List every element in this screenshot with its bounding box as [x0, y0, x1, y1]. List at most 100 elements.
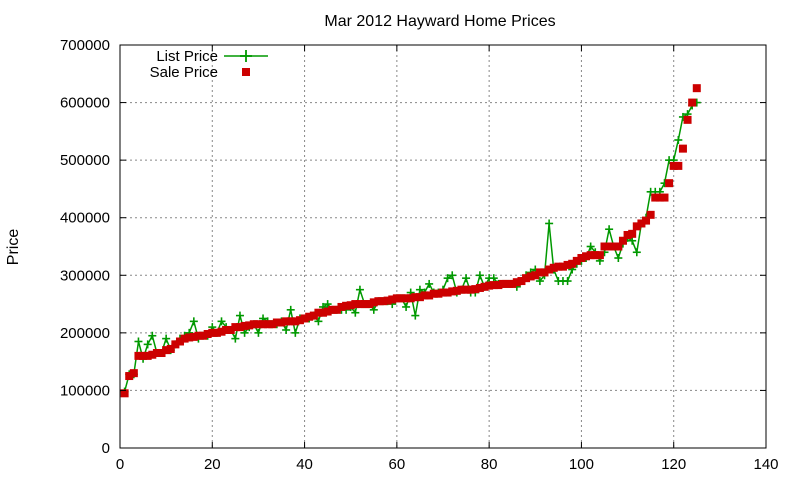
- sale-price-point: [591, 251, 600, 260]
- list-price-point: [489, 274, 498, 283]
- sale-price-point: [545, 265, 554, 274]
- sale-price-point: [125, 372, 134, 381]
- sale-price-point: [397, 294, 406, 303]
- sale-price-point: [166, 344, 175, 353]
- sale-price-point: [526, 272, 535, 281]
- sale-price-point: [143, 351, 152, 360]
- y-tick-label: 700000: [60, 37, 110, 54]
- axis-ticks: 0 20 40 60 80 100 120 140 0 100000 200000 300000 400…: [60, 37, 779, 473]
- list-price-point: [282, 325, 291, 334]
- sale-price-point: [489, 281, 498, 290]
- sale-price-point: [180, 334, 189, 343]
- x-tick-label: 20: [204, 456, 221, 473]
- sale-price-point: [618, 236, 627, 245]
- x-tick-label: 60: [389, 456, 406, 473]
- list-price-point: [314, 317, 323, 326]
- list-price-point: [674, 135, 683, 144]
- sale-price-point: [674, 161, 683, 170]
- sale-price-point: [609, 242, 618, 251]
- sale-price-point: [614, 242, 623, 251]
- sale-price-point: [462, 285, 471, 294]
- sale-price-point: [383, 296, 392, 305]
- sale-price-point: [222, 325, 231, 334]
- sale-price-point: [655, 193, 664, 202]
- sale-price-point: [319, 308, 328, 317]
- sale-price-point: [189, 332, 198, 341]
- y-tick-label: 500000: [60, 152, 110, 169]
- sale-price-point: [157, 349, 166, 358]
- y-tick-label: 300000: [60, 267, 110, 284]
- grid-lines: [120, 45, 766, 448]
- sale-price-point: [688, 98, 697, 107]
- sale-price-point: [305, 312, 314, 321]
- x-tick-label: 140: [753, 456, 778, 473]
- sale-price-point: [129, 369, 138, 378]
- sale-price-point: [263, 320, 272, 329]
- sale-price-point: [480, 282, 489, 291]
- sale-price-point: [577, 254, 586, 263]
- sale-price-point: [162, 346, 171, 355]
- sale-price-point: [286, 317, 295, 326]
- sale-price-point: [337, 302, 346, 311]
- list-price-point: [217, 317, 226, 326]
- sale-price-point: [272, 318, 281, 327]
- sale-price-point: [171, 340, 180, 349]
- sale-price-point: [369, 298, 378, 307]
- sale-price-point: [199, 331, 208, 340]
- sale-price-point: [139, 351, 148, 360]
- sale-price-point: [448, 287, 457, 296]
- list-price-point: [535, 277, 544, 286]
- list-price-point: [402, 302, 411, 311]
- sale-price-point: [134, 351, 143, 360]
- sale-price-point: [328, 305, 337, 314]
- sale-price-point: [425, 291, 434, 300]
- sale-price-point: [360, 300, 369, 309]
- sale-price-point: [148, 350, 157, 359]
- sale-price-point: [669, 161, 678, 170]
- list-price-point: [605, 225, 614, 234]
- list-price-point: [545, 219, 554, 228]
- sale-price-point: [342, 301, 351, 310]
- plot-frame: [119, 44, 767, 449]
- sale-price-point: [388, 295, 397, 304]
- list-price-point: [563, 277, 572, 286]
- sale-price-point: [623, 230, 632, 239]
- list-price-point: [323, 300, 332, 309]
- sale-price-point: [443, 288, 452, 297]
- x-tick-label: 40: [296, 456, 313, 473]
- sale-price-point: [568, 259, 577, 268]
- sale-price-point: [420, 291, 429, 300]
- y-tick-label: 100000: [60, 382, 110, 399]
- list-price-point: [415, 285, 424, 294]
- sale-price-point: [411, 293, 420, 302]
- sale-price-point: [452, 286, 461, 295]
- list-price-point: [143, 340, 152, 349]
- sale-price-point: [402, 294, 411, 303]
- sale-price-point: [572, 256, 581, 265]
- list-price-point: [411, 311, 420, 320]
- sale-price-point: [429, 289, 438, 298]
- sale-price-point: [235, 323, 244, 332]
- sale-price-point: [660, 193, 669, 202]
- sale-price-point: [522, 274, 531, 283]
- sale-price-point: [332, 305, 341, 314]
- sale-price-point: [665, 179, 674, 188]
- list-price-point: [291, 328, 300, 337]
- legend-marker-sale-price: [242, 68, 250, 76]
- sale-price-point: [415, 293, 424, 302]
- y-tick-label: 200000: [60, 325, 110, 342]
- y-tick-label: 400000: [60, 210, 110, 227]
- list-price-point: [443, 274, 452, 283]
- sale-price-point: [439, 288, 447, 297]
- sale-price-point: [245, 321, 254, 330]
- list-price-point: [134, 337, 143, 346]
- chart-title: Mar 2012 Hayward Home Prices: [324, 13, 555, 30]
- list-price-point: [628, 236, 637, 245]
- list-price-point: [162, 334, 171, 343]
- y-axis-label: Price: [5, 229, 22, 266]
- sale-price-point: [323, 307, 332, 316]
- sale-price-point: [392, 294, 401, 303]
- sale-price-point: [475, 283, 484, 292]
- series-layer: [120, 84, 701, 398]
- sale-price-point: [226, 325, 235, 334]
